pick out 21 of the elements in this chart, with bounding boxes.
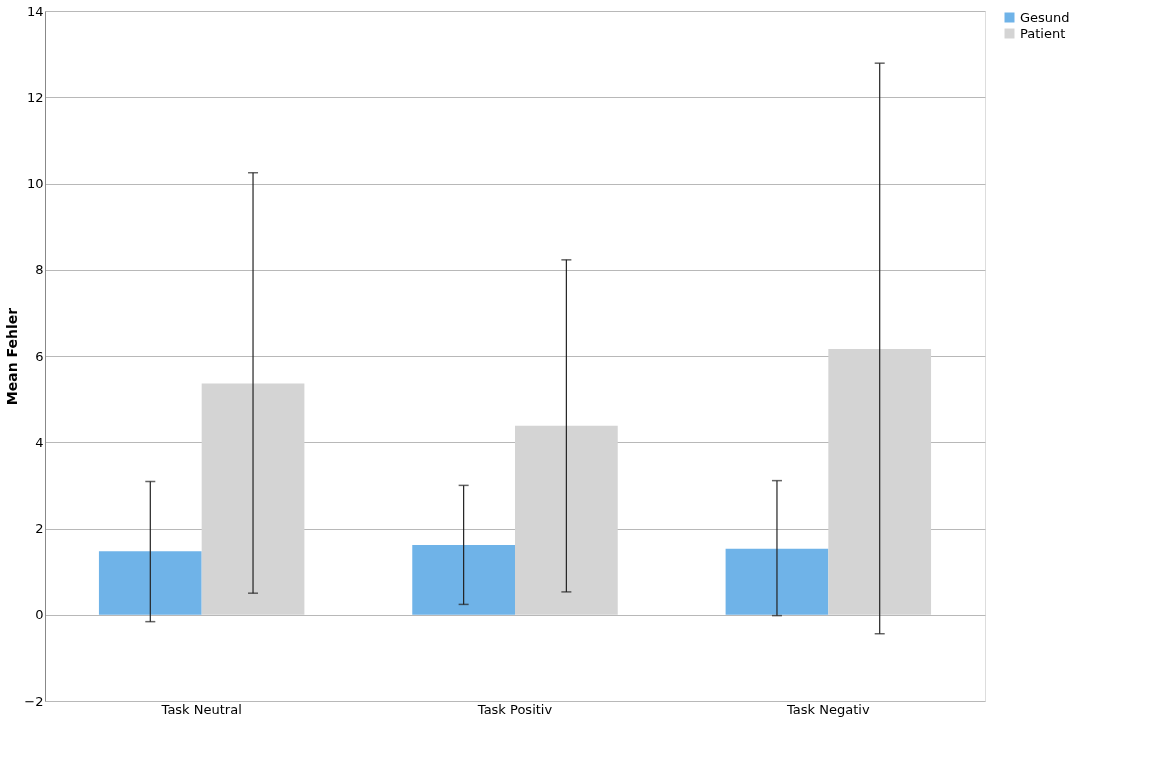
- y-tick-label: 14: [26, 3, 44, 19]
- y-tick-label: 2: [35, 521, 44, 536]
- y-tick-label: −2: [24, 693, 44, 709]
- y-tick-label: 12: [26, 89, 44, 105]
- y-axis-title: Mean Fehler: [4, 307, 21, 406]
- x-tick-label: Task Positiv: [476, 701, 553, 717]
- y-tick-label: 10: [26, 176, 44, 191]
- x-tick-label: Task Neutral: [160, 701, 242, 717]
- y-tick-label: 6: [35, 348, 44, 364]
- legend-label: Patient: [1020, 25, 1066, 41]
- bar: [201, 383, 305, 615]
- bar: [412, 544, 515, 615]
- x-tick-label: Task Negativ: [786, 701, 870, 717]
- bar: [828, 349, 932, 615]
- y-tick-label: 8: [35, 262, 44, 278]
- y-tick-label: 4: [35, 434, 44, 450]
- bar: [515, 425, 618, 615]
- y-tick-label: 0: [35, 607, 44, 623]
- bar: [725, 548, 829, 615]
- bar: [98, 551, 202, 615]
- legend-label: Gesund: [1020, 9, 1070, 25]
